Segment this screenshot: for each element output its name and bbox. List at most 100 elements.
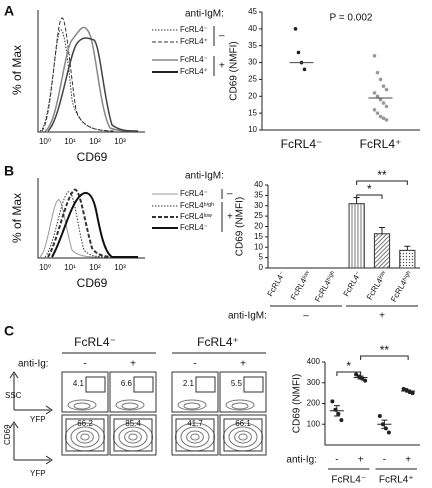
bar <box>348 203 365 269</box>
panel-label: A <box>4 3 14 19</box>
curve <box>39 29 111 132</box>
contour <box>190 433 200 441</box>
flow-plots: FcRL4⁻ FcRL4⁺ anti-Ig: SSC YFP CD69 YFP <box>3 335 266 478</box>
error-bar <box>404 245 411 251</box>
point <box>372 91 377 95</box>
point <box>378 114 383 119</box>
y-tick-label: 100 <box>307 419 321 428</box>
gate-value: 2.1 <box>183 379 195 388</box>
contour <box>70 426 100 448</box>
point <box>302 67 307 72</box>
y-tick-label: 30 <box>248 58 257 67</box>
axis-label: SSC <box>5 391 22 400</box>
axis-arrows <box>9 371 53 415</box>
y-tick-label: 25 <box>248 75 257 84</box>
panel-label: B <box>4 163 14 179</box>
gate-value: 41.7 <box>187 419 203 428</box>
gate <box>85 376 106 393</box>
y-axis-label: % of Max <box>10 193 24 243</box>
point <box>378 97 383 102</box>
point <box>375 70 380 75</box>
y-tick-label: 400 <box>307 357 321 366</box>
point <box>330 399 335 404</box>
gate-value: 6.6 <box>121 379 133 388</box>
x-tick-label: 10¹ <box>64 263 76 272</box>
legend-label: FcRL4⁺ <box>180 67 208 76</box>
point <box>384 104 389 109</box>
plot-frame <box>171 414 219 456</box>
annotation: ** <box>380 343 390 357</box>
gate-value: 4.1 <box>73 379 85 388</box>
x-tick-label: FcRL4ʰⁱᵍʰ <box>313 270 338 304</box>
group-label: – <box>303 311 309 322</box>
x-tick-label: 10² <box>89 263 101 272</box>
contour <box>80 433 90 441</box>
sign: – <box>227 189 233 200</box>
annotation: ** <box>377 168 387 182</box>
contour <box>231 402 249 410</box>
contour <box>183 402 201 410</box>
curve <box>44 26 136 132</box>
axis <box>267 185 420 269</box>
point <box>293 27 298 31</box>
x-tick-label: 10⁰ <box>39 263 51 272</box>
error-bar <box>381 419 388 429</box>
error-bar <box>405 389 412 393</box>
legend-label: FcRL4ˡᵒʷ <box>180 212 212 221</box>
legend-label: FcRL4ʰⁱᵍʰ <box>180 201 214 210</box>
x-tick-label: FcRL4⁺ <box>360 137 402 151</box>
legend-label: FcRL4⁻ <box>180 55 208 64</box>
treatment-label: anti-Ig: <box>18 359 49 370</box>
histogram-a: % of Max 10⁰ 10¹ 10² 10³ CD69 anti-IgM: … <box>10 9 225 165</box>
x-tick-label: 10¹ <box>64 137 76 146</box>
gate <box>65 418 105 452</box>
gate <box>175 418 215 452</box>
point <box>401 386 406 391</box>
bracket <box>360 355 409 360</box>
point <box>378 77 383 82</box>
sign: - <box>193 359 196 370</box>
panel-label: C <box>4 323 14 339</box>
y-tick-label: 15 <box>248 108 257 117</box>
y-tick-label: 10 <box>254 242 263 251</box>
plot-frame <box>61 414 109 456</box>
gate-value: 85.4 <box>125 419 141 428</box>
y-axis-label: CD69 (NMFI) <box>235 197 246 256</box>
y-tick-label: 10 <box>248 125 257 134</box>
gate <box>133 376 154 393</box>
gate-value: 5.5 <box>231 379 243 388</box>
gate <box>195 376 216 393</box>
contour <box>180 426 210 448</box>
bar <box>373 233 391 269</box>
y-tick-label: 40 <box>248 24 257 33</box>
axis-label: YFP <box>30 415 46 424</box>
sign: - <box>335 455 338 466</box>
group-label: FcRL4⁻ <box>331 475 366 486</box>
sign: + <box>405 455 411 466</box>
y-axis-label: % of Max <box>10 45 24 95</box>
point <box>375 111 380 115</box>
y-tick-label: 20 <box>254 222 263 231</box>
curve <box>47 37 139 132</box>
sign: + <box>358 455 364 466</box>
gate <box>243 376 264 393</box>
gate-value: 66.1 <box>235 419 251 428</box>
x-tick-label: FcRL4ʰⁱᵍʰ <box>389 270 414 304</box>
plot-frame <box>109 414 157 456</box>
point <box>377 413 382 418</box>
x-tick-label: FcRL4ˡᵒʷ <box>365 269 389 301</box>
annotation: * <box>346 359 351 373</box>
contour <box>238 433 248 441</box>
point <box>381 84 386 88</box>
error-bar <box>357 375 364 380</box>
x-tick-label: FcRL4⁻ <box>342 270 364 299</box>
curve <box>41 17 116 132</box>
bracket <box>356 194 383 199</box>
bracket <box>356 180 408 185</box>
y-axis-label: CD69 (NMFI) <box>229 41 240 100</box>
legend-title: anti-IgM: <box>185 9 224 20</box>
y-tick-label: 30 <box>254 201 263 210</box>
point <box>384 87 389 92</box>
curve <box>44 191 111 258</box>
group-title: anti-Ig: <box>286 455 317 466</box>
